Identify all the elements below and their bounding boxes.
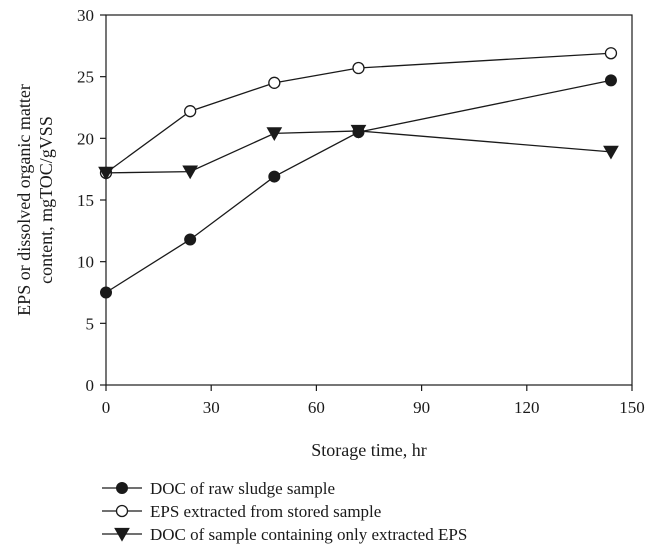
legend-item: EPS extracted from stored sample [102, 502, 381, 521]
x-tick-label: 30 [203, 398, 220, 417]
y-tick-label: 30 [77, 6, 94, 25]
x-tick-label: 0 [102, 398, 111, 417]
x-tick-label: 60 [308, 398, 325, 417]
data-point [268, 170, 281, 183]
data-point [182, 165, 199, 180]
data-point [604, 47, 618, 60]
legend-label: EPS extracted from stored sample [150, 502, 381, 521]
data-point [604, 74, 617, 87]
legend-label: DOC of raw sludge sample [150, 479, 335, 498]
y-axis-title-line: EPS or dissolved organic matter [14, 84, 34, 316]
y-tick-label: 10 [77, 253, 94, 272]
x-tick-label: 90 [413, 398, 430, 417]
x-axis-title: Storage time, hr [311, 440, 426, 460]
legend-marker [114, 527, 130, 542]
legend-item: DOC of sample containing only extracted … [102, 525, 467, 544]
data-point [268, 76, 281, 89]
legend-marker [116, 482, 128, 494]
data-point [352, 61, 365, 75]
legend-item: DOC of raw sludge sample [102, 479, 335, 498]
series-2 [99, 47, 618, 180]
y-axis-title: EPS or dissolved organic matter content, … [14, 84, 56, 316]
y-tick-label: 15 [77, 191, 94, 210]
legend: DOC of raw sludge sample EPS extracted fr… [102, 479, 467, 544]
data-point [266, 127, 283, 142]
data-point [100, 286, 112, 299]
x-tick-label: 150 [619, 398, 645, 417]
series-line [105, 79, 612, 294]
data-point [184, 105, 197, 118]
y-tick-label: 20 [77, 129, 94, 148]
legend-marker [115, 504, 129, 518]
y-tick-label: 25 [77, 68, 94, 87]
series-1 [100, 74, 617, 299]
data-point [184, 233, 197, 246]
data-point [350, 124, 367, 139]
x-tick-label: 120 [514, 398, 540, 417]
data-point [98, 166, 114, 181]
tick-labels: 0 30 60 90 120 150 0 5 10 15 20 25 30 Storage time, h… [14, 6, 645, 460]
data-point [603, 145, 619, 160]
legend-label: DOC of sample containing only extracted … [150, 525, 467, 544]
y-tick-label: 5 [86, 314, 95, 333]
series-3 [98, 124, 619, 181]
axes [100, 14, 633, 391]
series-layer [98, 47, 619, 299]
y-axis-title-line: content, mgTOC/gVSS [36, 116, 56, 284]
y-tick-label: 0 [86, 376, 95, 395]
plot-frame [105, 14, 633, 386]
